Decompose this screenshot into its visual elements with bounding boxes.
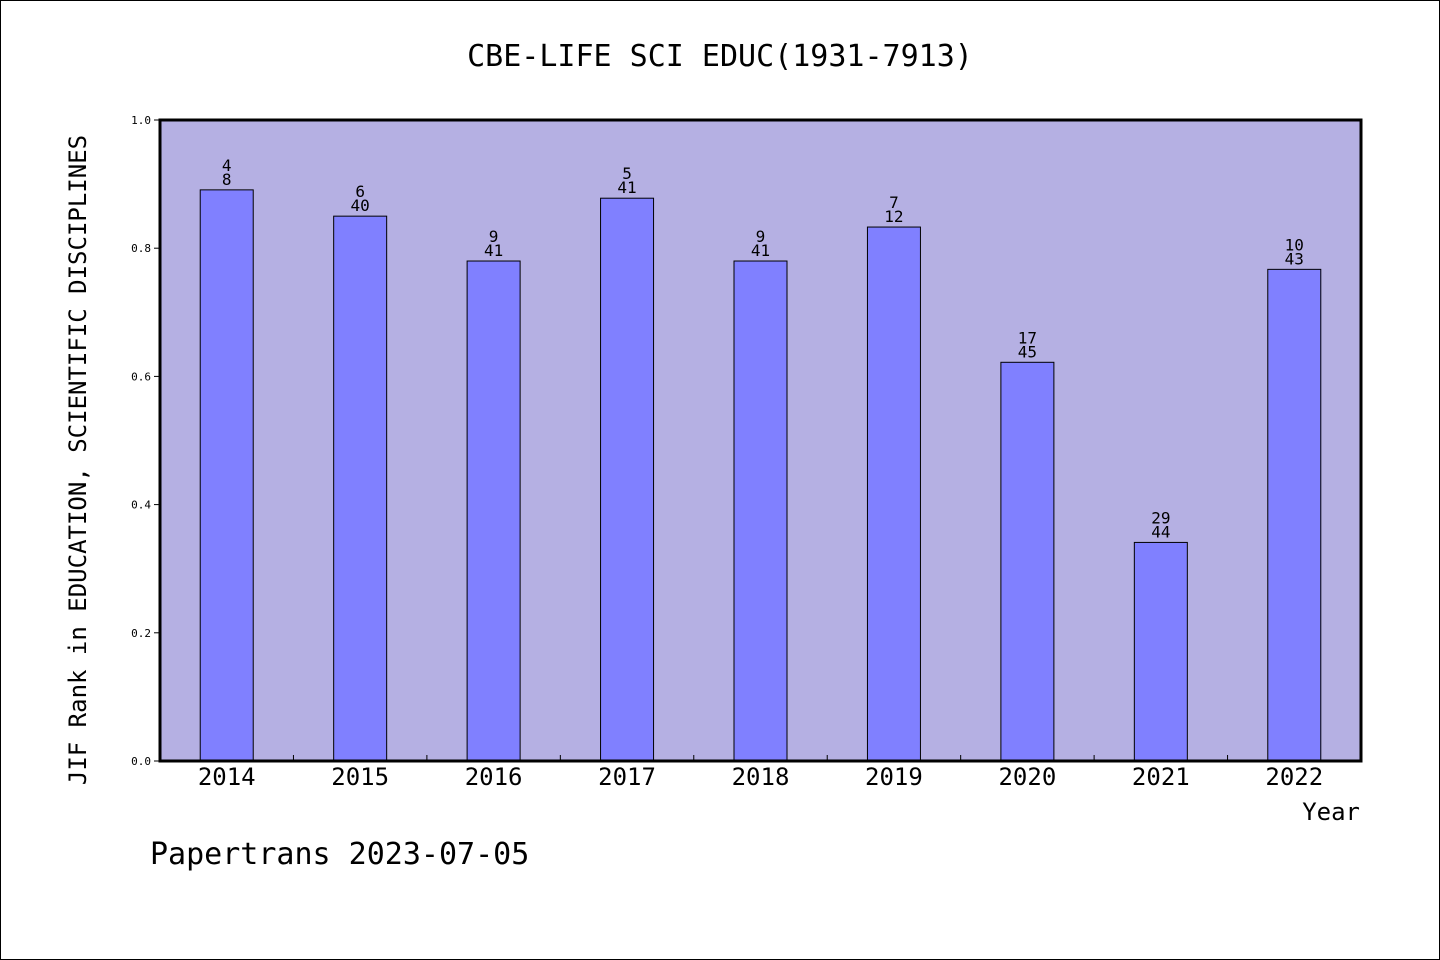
bar-rank-label: 9 [756,227,766,246]
bar-rank-label: 4 [222,156,232,175]
bar-total-label: 45 [1018,342,1037,361]
chart-title: CBE-LIFE SCI EDUC(1931-7913) [467,39,973,74]
x-tick-label: 2020 [998,763,1056,791]
x-tick-label: 2016 [465,763,523,791]
x-axis-label: Year [1302,798,1360,826]
bar-total-label: 41 [484,241,503,260]
bar-2017 [600,197,655,762]
bar-2019 [866,226,921,762]
bar-rank-label: 9 [489,227,499,246]
x-tick-label: 2019 [865,763,923,791]
bar-total-label: 12 [884,207,903,226]
bar-rank-label: 7 [889,193,899,212]
y-tick-label: 0.8 [131,242,151,255]
bar-rank-label: 10 [1285,235,1304,254]
bar-2022 [1267,268,1322,762]
bar-total-label: 41 [751,241,770,260]
bar-rank-label: 17 [1018,328,1037,347]
bar-2018 [733,260,788,762]
bar-2016 [466,260,521,762]
bar-2021 [1133,541,1188,762]
x-tick-label: 2017 [598,763,656,791]
bar-2014 [199,189,254,762]
y-tick-label: 0.2 [131,627,151,640]
y-tick-label: 0.4 [131,499,151,512]
bar-rank-label: 5 [622,164,632,183]
bar-total-label: 43 [1285,249,1304,268]
bar-total-label: 8 [222,170,232,189]
y-tick-label: 0.0 [131,755,151,768]
plot-border [158,118,1363,763]
x-tick-label: 2021 [1132,763,1190,791]
y-axis: 0.0 0.2 0.4 0.6 0.8 1.0 [131,114,160,768]
bar-2020 [1000,361,1055,762]
y-axis-label: JIF Rank in EDUCATION, SCIENTIFIC DISCIP… [64,135,92,785]
x-tick-label: 2018 [732,763,790,791]
x-tick-label: 2015 [331,763,389,791]
x-tick-label: 2014 [198,763,256,791]
bar-total-label: 44 [1151,522,1170,541]
bar-2015 [333,215,388,762]
x-tick-label: 2022 [1265,763,1323,791]
footer-credit: Papertrans 2023-07-05 [150,837,529,872]
y-tick-label: 1.0 [131,114,151,127]
bar-rank-label: 29 [1151,508,1170,527]
x-axis: 2014 2015 2016 2017 2018 2019 2020 2021 2022 [198,755,1323,791]
bar-total-label: 41 [617,178,636,197]
bar-total-label: 40 [351,196,370,215]
y-tick-label: 0.6 [131,370,151,383]
bar-rank-label: 6 [355,182,365,201]
